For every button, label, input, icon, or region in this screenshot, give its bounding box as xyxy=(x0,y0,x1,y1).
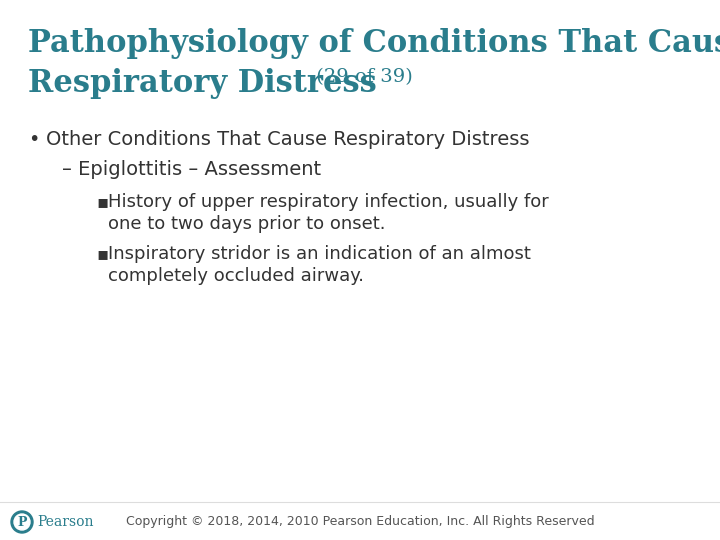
Text: Copyright © 2018, 2014, 2010 Pearson Education, Inc. All Rights Reserved: Copyright © 2018, 2014, 2010 Pearson Edu… xyxy=(126,516,594,529)
Text: Other Conditions That Cause Respiratory Distress: Other Conditions That Cause Respiratory … xyxy=(46,130,529,149)
Text: – Epiglottitis – Assessment: – Epiglottitis – Assessment xyxy=(62,160,321,179)
Text: History of upper respiratory infection, usually for: History of upper respiratory infection, … xyxy=(108,193,549,211)
Text: completely occluded airway.: completely occluded airway. xyxy=(108,267,364,285)
Text: Pearson: Pearson xyxy=(37,515,94,529)
Text: ▪: ▪ xyxy=(96,193,108,211)
Text: ▪: ▪ xyxy=(96,245,108,263)
Text: Respiratory Distress: Respiratory Distress xyxy=(28,68,377,99)
Text: •: • xyxy=(28,130,40,149)
Circle shape xyxy=(11,511,33,533)
Text: (29 of 39): (29 of 39) xyxy=(310,68,413,86)
Text: one to two days prior to onset.: one to two days prior to onset. xyxy=(108,215,385,233)
Text: Inspiratory stridor is an indication of an almost: Inspiratory stridor is an indication of … xyxy=(108,245,531,263)
Text: Pathophysiology of Conditions That Cause: Pathophysiology of Conditions That Cause xyxy=(28,28,720,59)
Circle shape xyxy=(14,514,30,530)
Text: P: P xyxy=(17,516,27,529)
